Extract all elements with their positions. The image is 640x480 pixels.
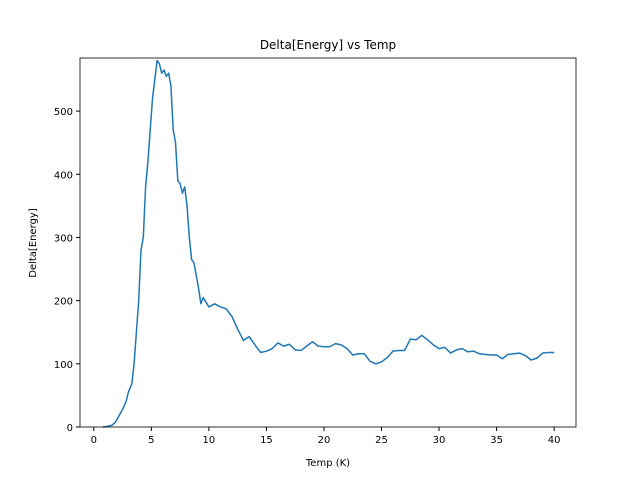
chart-title: Delta[Energy] vs Temp — [260, 38, 396, 52]
x-tick-label: 35 — [490, 435, 503, 446]
x-tick-label: 20 — [318, 435, 331, 446]
y-tick-label: 500 — [54, 107, 73, 118]
y-tick-label: 300 — [54, 233, 73, 244]
y-tick-label: 0 — [67, 423, 73, 434]
x-tick-label: 10 — [203, 435, 216, 446]
x-tick-label: 5 — [148, 435, 154, 446]
y-tick-label: 100 — [54, 360, 73, 371]
y-tick-label: 200 — [54, 297, 73, 308]
x-tick-label: 0 — [91, 435, 97, 446]
plot-frame — [79, 57, 577, 428]
x-tick-label: 40 — [548, 435, 561, 446]
x-tick-label: 15 — [260, 435, 273, 446]
x-tick-label: 30 — [433, 435, 446, 446]
data-line — [102, 59, 555, 428]
y-axis-label: Delta[Energy] — [28, 208, 39, 278]
x-tick-label: 25 — [375, 435, 388, 446]
y-tick-label: 400 — [54, 170, 73, 181]
x-axis-label: Temp (K) — [305, 458, 350, 469]
